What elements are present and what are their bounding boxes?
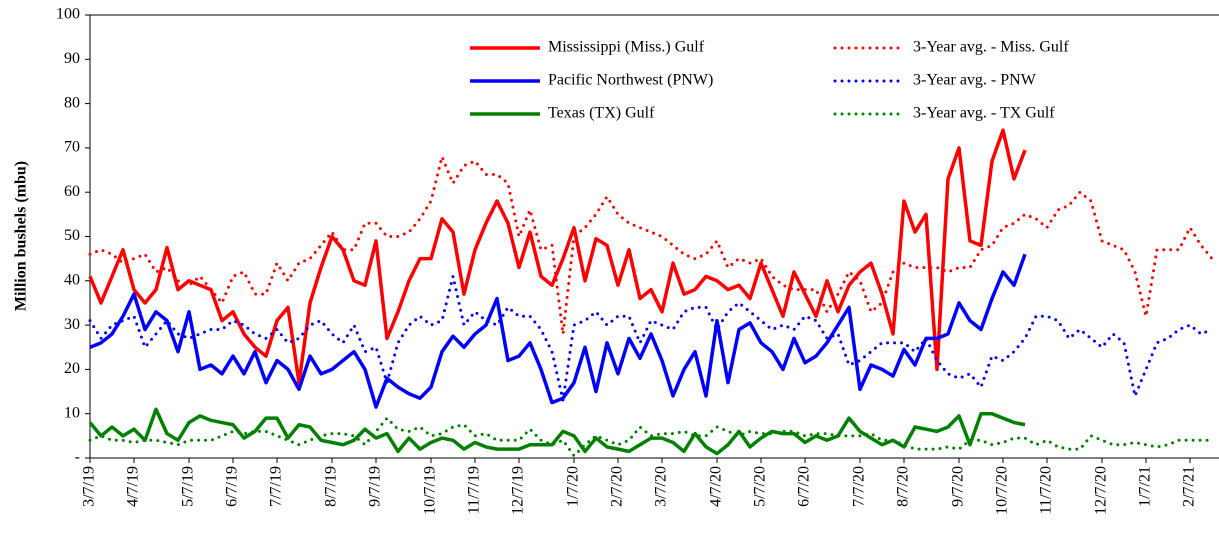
x-tick-label: 2/7/20 (609, 466, 626, 507)
x-tick-label: 9/7/19 (367, 466, 384, 507)
x-tick-label: 12/7/19 (510, 466, 527, 515)
x-tick-label: 10/7/20 (994, 466, 1011, 515)
legend-label: Mississippi (Miss.) Gulf (548, 39, 705, 56)
series-line (88, 416, 1214, 458)
y-tick-label: 20 (64, 360, 80, 377)
legend-label: 3-Year avg. - Miss. Gulf (913, 39, 1069, 56)
x-tick-label: 7/7/20 (851, 466, 868, 507)
y-tick-label: 10 (64, 404, 80, 421)
x-tick-label: 2/7/21 (1181, 466, 1198, 507)
legend-label: Texas (TX) Gulf (548, 105, 655, 122)
series-line (88, 407, 1026, 456)
y-tick-label: 100 (56, 6, 80, 23)
y-tick-label: 30 (64, 316, 80, 333)
x-tick-label: 12/7/20 (1093, 466, 1110, 515)
x-tick-label: 5/7/19 (180, 466, 197, 507)
x-tick-label: 6/7/20 (796, 466, 813, 507)
x-tick-label: 7/7/19 (268, 466, 285, 507)
legend-label: 3-Year avg. - TX Gulf (913, 105, 1055, 122)
x-tick-label: 5/7/20 (752, 466, 769, 507)
x-tick-label: 9/7/20 (950, 466, 967, 507)
y-tick-label: - (75, 449, 80, 466)
x-tick-label: 3/7/20 (653, 466, 670, 507)
y-tick-label: 90 (64, 50, 80, 67)
x-tick-label: 8/7/19 (323, 466, 340, 507)
x-tick-label: 1/7/20 (565, 466, 582, 507)
series-line (88, 128, 1027, 385)
x-tick-label: 1/7/21 (1137, 466, 1154, 507)
x-tick-label: 4/7/19 (125, 466, 142, 507)
y-axis-label: Million bushels (mbu) (13, 161, 30, 311)
y-tick-label: 60 (64, 183, 80, 200)
x-tick-label: 6/7/19 (224, 466, 241, 507)
legend-label: Pacific Northwest (PNW) (548, 72, 713, 89)
legend-label: 3-Year avg. - PNW (913, 72, 1037, 89)
series-line (88, 155, 1214, 336)
y-tick-label: 50 (64, 227, 80, 244)
x-tick-label: 4/7/20 (708, 466, 725, 507)
y-tick-label: 80 (64, 94, 80, 111)
series-line (88, 274, 1214, 402)
x-tick-label: 3/7/19 (81, 466, 98, 507)
x-tick-label: 11/7/20 (1038, 466, 1055, 514)
series-line (89, 253, 1027, 409)
y-tick-label: 40 (64, 271, 80, 288)
x-tick-label: 8/7/20 (895, 466, 912, 507)
x-tick-label: 11/7/19 (466, 466, 483, 514)
x-tick-label: 10/7/19 (422, 466, 439, 515)
y-tick-label: 70 (64, 139, 80, 156)
